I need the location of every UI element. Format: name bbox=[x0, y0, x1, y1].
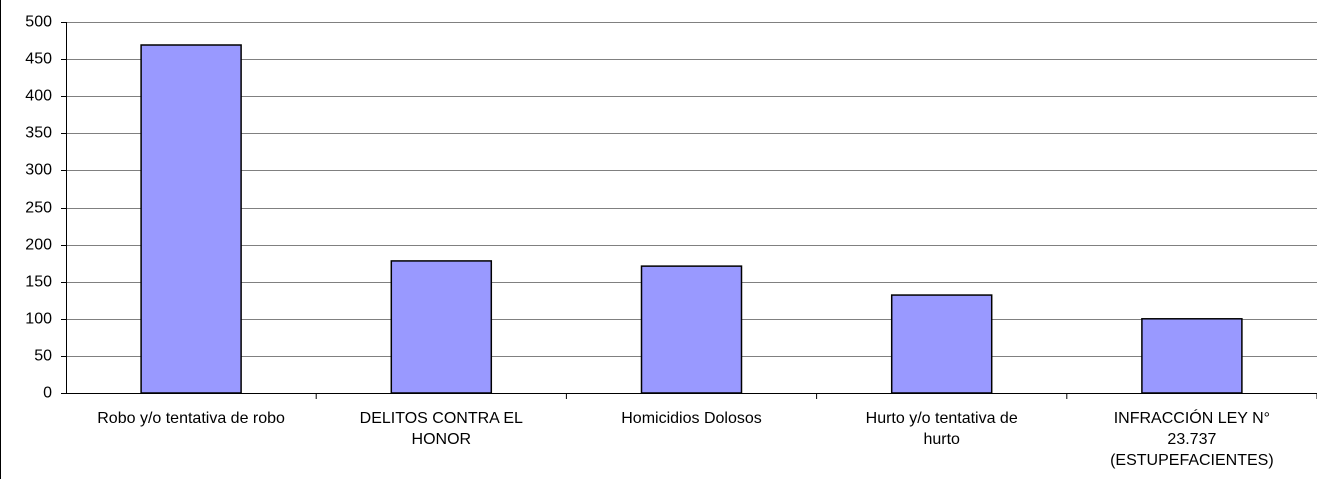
y-tick-label: 50 bbox=[34, 348, 52, 365]
y-tick-label: 400 bbox=[25, 88, 52, 105]
x-tick-label: DELITOS CONTRA EL HONOR bbox=[359, 410, 523, 448]
bar bbox=[390, 260, 493, 394]
x-tick-label: Robo y/o tentativa de robo bbox=[97, 410, 285, 427]
y-tick-label: 150 bbox=[25, 274, 52, 291]
bar bbox=[140, 44, 242, 394]
x-tick-label: INFRACCIÓN LEY N° 23.737 (ESTUPEFACIENTE… bbox=[1110, 410, 1274, 469]
y-tick-label: 300 bbox=[25, 162, 52, 179]
y-tick-label: 250 bbox=[25, 200, 52, 217]
y-tick-label: 350 bbox=[25, 125, 52, 142]
bar bbox=[640, 265, 743, 394]
bar bbox=[1141, 318, 1243, 394]
y-tick-label: 0 bbox=[43, 385, 52, 402]
x-tick-label: Hurto y/o tentativa de hurto bbox=[865, 410, 1018, 448]
y-tick-label: 100 bbox=[25, 311, 52, 328]
x-tick-label: Homicidios Dolosos bbox=[621, 410, 762, 427]
y-tick-label: 200 bbox=[25, 237, 52, 254]
y-tick-label: 450 bbox=[25, 51, 52, 68]
bar bbox=[890, 294, 993, 394]
y-tick-label: 500 bbox=[25, 14, 52, 31]
